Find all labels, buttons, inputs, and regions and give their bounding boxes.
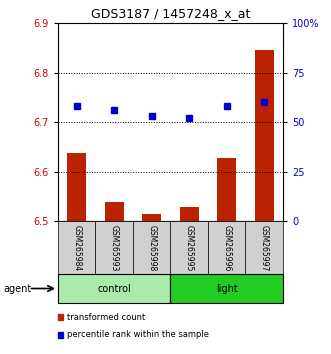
Text: control: control (97, 284, 131, 293)
Text: transformed count: transformed count (67, 313, 145, 321)
Bar (58, 221, 95, 274)
Text: GSM265984: GSM265984 (72, 225, 81, 272)
Bar (180, 207, 199, 221)
Text: light: light (216, 284, 238, 293)
Title: GDS3187 / 1457248_x_at: GDS3187 / 1457248_x_at (91, 7, 250, 21)
Bar (170, 221, 208, 274)
Text: GSM265995: GSM265995 (185, 225, 194, 272)
Bar (67, 153, 86, 221)
Text: agent: agent (3, 284, 31, 293)
Text: GSM265996: GSM265996 (222, 225, 231, 272)
Bar (58, 274, 170, 303)
Bar (105, 202, 123, 221)
Bar (95, 221, 133, 274)
Bar (208, 221, 246, 274)
Text: GSM265998: GSM265998 (147, 225, 156, 272)
Bar (217, 158, 236, 221)
Text: GSM265997: GSM265997 (260, 225, 269, 272)
Bar (255, 50, 274, 221)
Bar (170, 274, 283, 303)
Bar (246, 221, 283, 274)
Bar (142, 214, 161, 221)
Bar (133, 221, 170, 274)
Text: GSM265993: GSM265993 (110, 225, 119, 272)
Text: percentile rank within the sample: percentile rank within the sample (67, 330, 209, 339)
